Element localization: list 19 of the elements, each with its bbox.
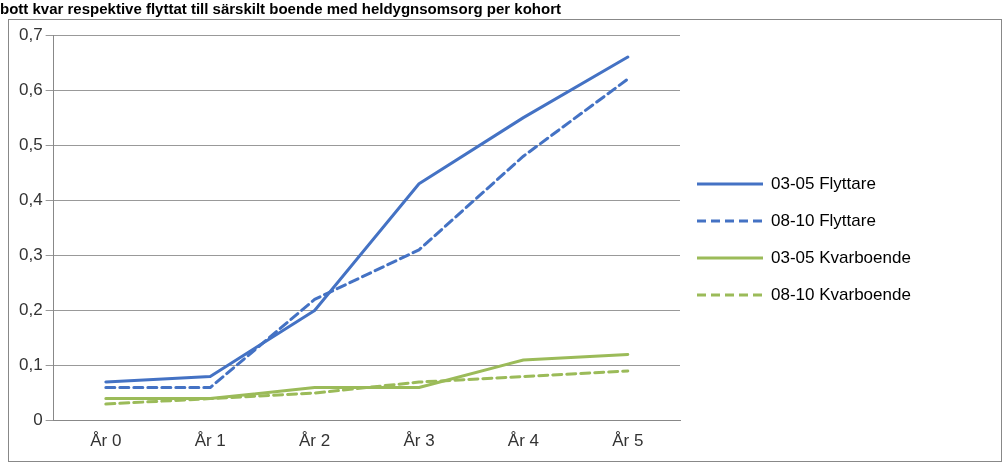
x-tick-label: År 2 xyxy=(299,431,331,451)
y-tick-label: 0,7 xyxy=(18,24,43,44)
y-tick-label: 0,5 xyxy=(18,134,43,154)
legend-label: 08-10 Kvarboende xyxy=(771,284,911,305)
x-tick-label: År 3 xyxy=(403,431,435,451)
chart-title: bott kvar respektive flyttat till särskilt boende med heldygnsomsorg per kohort xyxy=(0,0,561,17)
y-tick-label: 0,6 xyxy=(18,79,43,99)
x-tick-label: År 5 xyxy=(612,431,644,451)
y-tick-label: 0,2 xyxy=(18,300,43,320)
y-tick-label: 0,3 xyxy=(18,245,43,265)
x-tick-label: År 1 xyxy=(194,431,226,451)
y-tick-label: 0 xyxy=(33,410,43,430)
x-tick-label: År 0 xyxy=(90,431,122,451)
y-tick-label: 0,4 xyxy=(18,189,43,209)
legend-label: 03-05 Kvarboende xyxy=(771,247,911,268)
x-tick-label: År 4 xyxy=(507,431,539,451)
legend-label: 08-10 Flyttare xyxy=(771,210,876,231)
y-tick-label: 0,1 xyxy=(18,355,43,375)
legend-label: 03-05 Flyttare xyxy=(771,173,876,194)
